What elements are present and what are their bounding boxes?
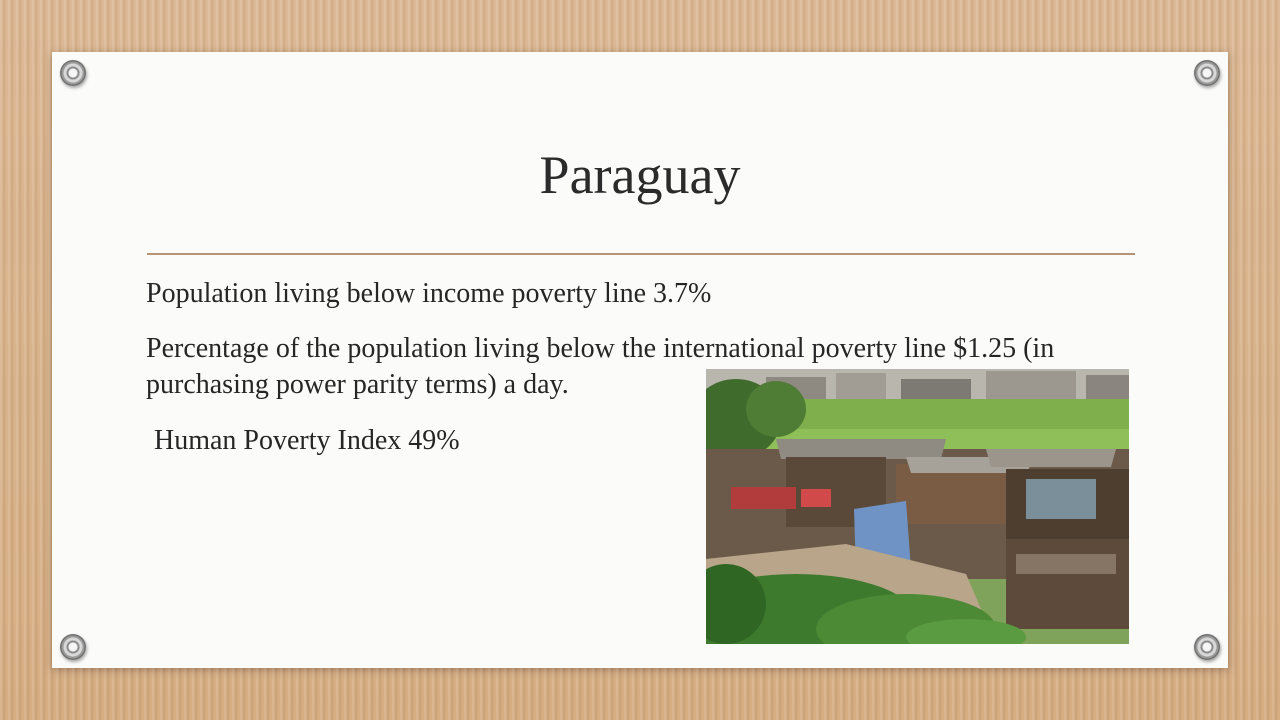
rivet-icon bbox=[60, 634, 86, 660]
title-divider bbox=[147, 253, 1135, 255]
rivet-icon bbox=[60, 60, 86, 86]
slum-photo bbox=[706, 369, 1129, 644]
rivet-icon bbox=[1194, 60, 1220, 86]
human-poverty-index-text: Human Poverty Index 49% bbox=[154, 425, 460, 456]
slide-title: Paraguay bbox=[539, 145, 741, 205]
rivet-icon bbox=[1194, 634, 1220, 660]
international-poverty-text: Percentage of the population living belo… bbox=[146, 333, 1055, 400]
poverty-line-text: Population living below income poverty l… bbox=[146, 278, 712, 309]
